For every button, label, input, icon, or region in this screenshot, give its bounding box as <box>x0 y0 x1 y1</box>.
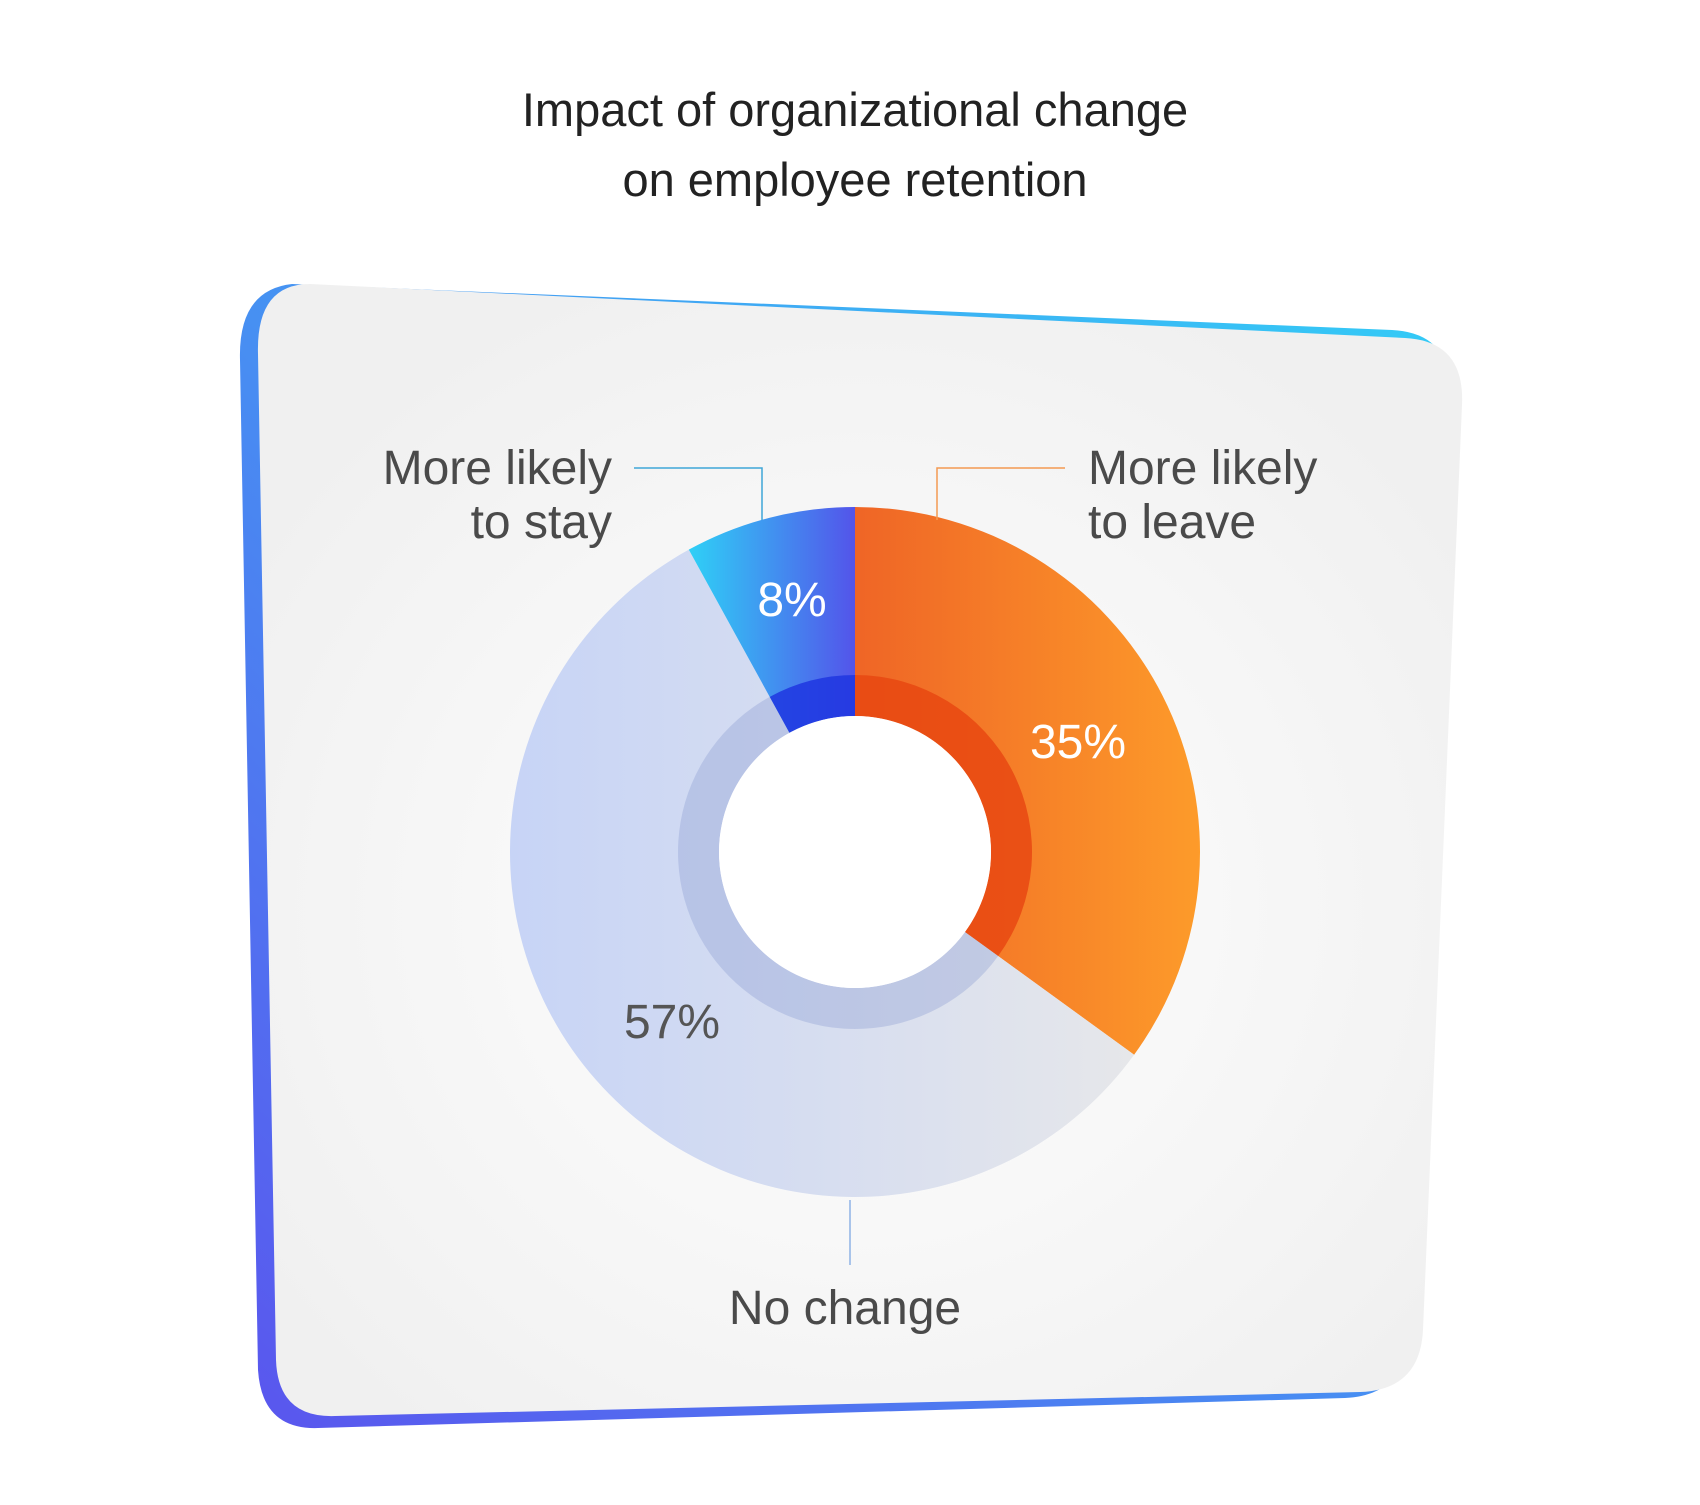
donut-inner-ring <box>677 675 1032 1030</box>
slice-no-change <box>509 549 1135 1198</box>
slice-category-label-leave-line-2: to leave <box>1088 496 1256 549</box>
slice-value-label-stay: 8% <box>757 574 826 627</box>
leader-line-leave <box>936 467 1065 520</box>
slice-category-label-stay-line-1: More likely <box>383 442 612 495</box>
slice-value-label-no-change: 57% <box>624 996 720 1049</box>
chart-title-line-1: Impact of organizational change <box>522 83 1188 136</box>
slice-category-label-leave-line-1: More likely <box>1088 442 1317 495</box>
slice-value-label-leave: 35% <box>1030 716 1126 769</box>
slice-category-label-stay-line-2: to stay <box>471 496 612 549</box>
slice-stay <box>688 507 855 733</box>
donut-slices <box>509 507 1200 1198</box>
donut-hole <box>719 716 991 988</box>
slice-inner-stay <box>769 675 855 733</box>
slice-inner-leave <box>855 675 1032 957</box>
slice-leave <box>855 507 1200 1055</box>
chart-title-line-2: on employee retention <box>622 153 1087 206</box>
slice-category-label-no-change: No change <box>729 1282 961 1335</box>
leader-line-stay <box>634 467 763 520</box>
